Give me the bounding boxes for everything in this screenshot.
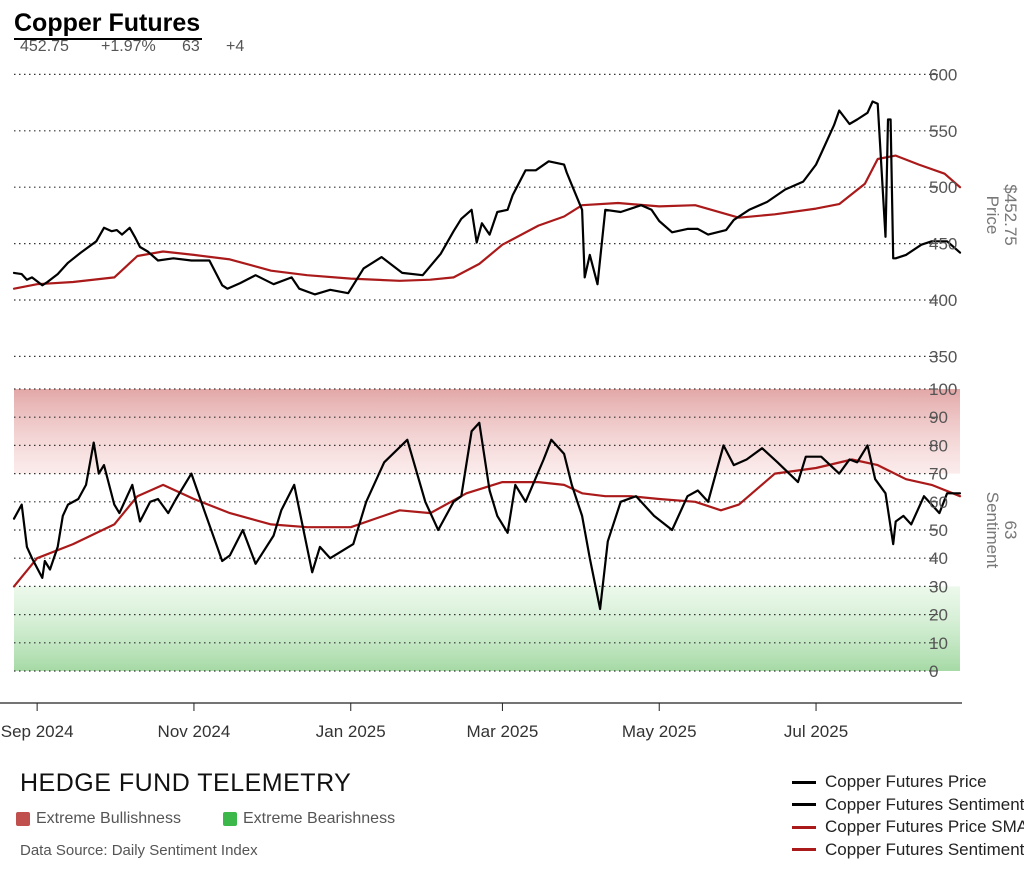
legend-swatch-price-sma (792, 825, 816, 829)
sentiment-zones (14, 389, 960, 671)
bearish-swatch (223, 812, 237, 826)
legend-item-sentiment-sma: Copper Futures Sentiment SMA (792, 839, 1024, 862)
header-sentiment-change: +4 (226, 38, 245, 55)
sentiment-tick-label: 30 (929, 577, 948, 596)
legend-swatch-sentiment (792, 803, 816, 807)
price-tick-label: 500 (929, 178, 957, 197)
gridlines (14, 73, 932, 672)
brand-name: HEDGE FUND TELEMETRY (20, 769, 352, 797)
price-sma-line (12, 154, 962, 290)
price-tick-label: 350 (929, 347, 957, 366)
x-tick-label: May 2025 (622, 722, 697, 741)
key-extreme-bearishness: Extreme Bearishness (223, 810, 395, 828)
bearish-label: Extreme Bearishness (243, 810, 396, 827)
header-price: 452.75 (20, 38, 69, 55)
header-change-pct: +1.97% (101, 38, 156, 55)
bullish-swatch (16, 812, 30, 826)
legend-item-price: Copper Futures Price (792, 771, 1024, 794)
sentiment-tick-label: 60 (929, 493, 948, 512)
sentiment-tick-label: 50 (929, 521, 948, 540)
x-tick-label: Mar 2025 (467, 722, 539, 741)
sentiment-tick-label: 90 (929, 408, 948, 427)
price-axis-label: Price (983, 196, 1002, 235)
price-tick-label: 550 (929, 122, 957, 141)
price-tick-label: 400 (929, 291, 957, 310)
sentiment-axis-title: Sentiment 63 (983, 492, 1020, 569)
price-line (12, 100, 962, 296)
zone-extreme-bearishness (14, 586, 960, 671)
price-axis-value: $452.75 (1001, 184, 1020, 245)
x-tick-label: Sep 2024 (1, 722, 74, 741)
sentiment-axis-value: 63 (1001, 521, 1020, 540)
chart-title: Copper Futures (14, 8, 203, 40)
legend-item-price-sma: Copper Futures Price SMA (792, 816, 1024, 839)
sentiment-tick-label: 10 (929, 634, 948, 653)
sentiment-tick-label: 20 (929, 606, 948, 625)
legend-label-price: Copper Futures Price (825, 772, 987, 792)
legend-label-sentiment-sma: Copper Futures Sentiment SMA (825, 839, 1024, 859)
sentiment-axis-label: Sentiment (983, 492, 1002, 569)
x-tick-label: Jan 2025 (316, 722, 386, 741)
zone-extreme-bullishness (14, 389, 960, 474)
x-tick-label: Nov 2024 (158, 722, 231, 741)
header-sentiment: 63 (182, 38, 200, 55)
price-tick-label: 450 (929, 235, 957, 254)
sentiment-tick-label: 80 (929, 436, 948, 455)
legend-swatch-sentiment-sma (792, 848, 816, 852)
legend-label-price-sma: Copper Futures Price SMA (825, 817, 1024, 837)
legend-label-sentiment: Copper Futures Sentiment (825, 794, 1024, 814)
legend-item-sentiment: Copper Futures Sentiment (792, 794, 1024, 817)
axes: 350 400 450 500 550 600 0 10 20 30 40 50 60 70 80 90 100… (0, 65, 1020, 741)
x-tick-label: Jul 2025 (784, 722, 848, 741)
sentiment-tick-label: 70 (929, 465, 948, 484)
bullish-label: Extreme Bullishness (36, 810, 181, 827)
sentiment-tick-label: 40 (929, 549, 948, 568)
key-extreme-bullishness: Extreme Bullishness (16, 810, 181, 828)
price-axis-title: Price $452.75 (983, 184, 1020, 245)
data-source: Data Source: Daily Sentiment Index (20, 842, 258, 859)
sentiment-tick-label: 100 (929, 380, 957, 399)
legend-swatch-price (792, 780, 816, 784)
legend: Copper Futures Price Copper Futures Sent… (792, 771, 1024, 861)
sentiment-sma-line (12, 458, 962, 588)
series (12, 100, 962, 611)
sentiment-line (12, 421, 962, 611)
sentiment-tick-label: 0 (929, 662, 938, 681)
price-tick-label: 600 (929, 65, 957, 84)
